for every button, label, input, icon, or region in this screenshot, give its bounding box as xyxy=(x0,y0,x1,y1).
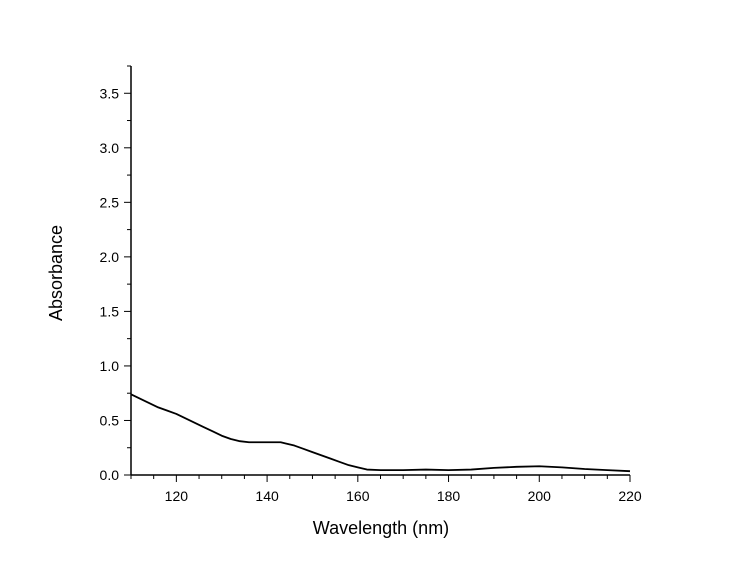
plot-area xyxy=(130,393,631,473)
x-tick-label: 140 xyxy=(255,488,279,504)
y-tick-label: 1.5 xyxy=(100,303,120,319)
y-axis-label: Absorbance xyxy=(46,225,66,321)
x-tick-label: 200 xyxy=(528,488,552,504)
y-tick-label: 1.0 xyxy=(100,358,120,374)
y-tick-label: 3.5 xyxy=(100,85,120,101)
y-tick-label: 2.5 xyxy=(100,194,120,210)
x-tick-label: 160 xyxy=(346,488,370,504)
y-tick-label: 2.0 xyxy=(100,249,120,265)
x-tick-label: 120 xyxy=(165,488,189,504)
axes: 120 140 160 180 200 220 0.0 0.5 1.0 1.5 2.0 2.5 3.0 3… xyxy=(100,65,642,504)
y-tick-label: 3.0 xyxy=(100,140,120,156)
x-tick-label: 220 xyxy=(618,488,642,504)
series-line xyxy=(130,393,631,473)
x-tick-label: 180 xyxy=(437,488,461,504)
x-axis-label: Wavelength (nm) xyxy=(313,518,449,538)
y-tick-label: 0.5 xyxy=(100,412,120,428)
y-tick-label: 0.0 xyxy=(100,467,120,483)
